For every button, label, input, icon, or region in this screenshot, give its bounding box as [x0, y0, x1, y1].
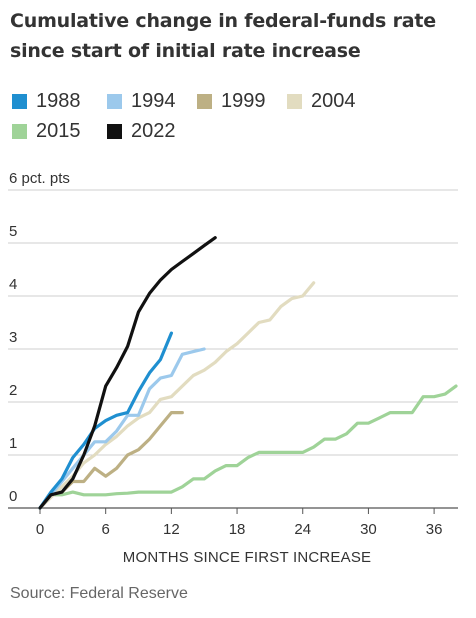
x-axis-tick-labels: 0 6 12 18 24 30 36: [36, 508, 443, 538]
chart-title: Cumulative change in federal-funds rate …: [10, 10, 436, 62]
y-tick-label: 1: [9, 435, 17, 452]
y-tick-label: 0: [9, 488, 17, 505]
legend-label: 1988: [36, 90, 81, 112]
series-line-1988: [38, 331, 173, 510]
legend-item-2004: 2004: [287, 90, 356, 113]
legend-item-1994: 1994: [107, 90, 176, 113]
y-tick-label: 5: [9, 223, 17, 240]
y-tick-label: 4: [9, 276, 17, 293]
y-axis-tick-labels: 0 1 2 3 4 5 6 pct. pts: [9, 170, 70, 505]
x-tick-label: 24: [294, 521, 311, 538]
x-tick-label: 6: [102, 521, 110, 538]
x-tick-label: 36: [426, 521, 443, 538]
legend-swatch: [197, 94, 212, 109]
series-lines: [38, 236, 458, 510]
series-line-2004: [38, 281, 316, 510]
legend-swatch: [107, 94, 122, 109]
gridlines: [8, 189, 458, 509]
legend-label: 2015: [36, 120, 81, 142]
x-tick-label: 30: [360, 521, 377, 538]
legend-label: 1999: [221, 90, 266, 112]
series-line-2022: [38, 236, 217, 510]
x-tick-label: 18: [229, 521, 246, 538]
legend-label: 1994: [131, 90, 176, 112]
x-tick-label: 12: [163, 521, 180, 538]
legend-swatch: [107, 124, 122, 139]
legend-swatch: [12, 124, 27, 139]
y-tick-label: 3: [9, 329, 17, 346]
legend-swatch: [12, 94, 27, 109]
legend-swatch: [287, 94, 302, 109]
series-line-2015: [38, 384, 458, 510]
legend-item-1999: 1999: [197, 90, 266, 113]
legend-label: 2022: [131, 120, 176, 142]
x-tick-label: 0: [36, 521, 44, 538]
legend-label: 2004: [311, 90, 356, 112]
y-tick-label: 2: [9, 382, 17, 399]
legend-item-1988: 1988: [12, 90, 81, 113]
legend-item-2022: 2022: [107, 120, 176, 143]
x-axis-title: MONTHS SINCE FIRST INCREASE: [123, 549, 371, 566]
source-note: Source: Federal Reserve: [10, 585, 188, 602]
legend-item-2015: 2015: [12, 120, 81, 143]
y-tick-label: 6 pct. pts: [9, 170, 70, 187]
series-line-1994: [38, 347, 206, 510]
